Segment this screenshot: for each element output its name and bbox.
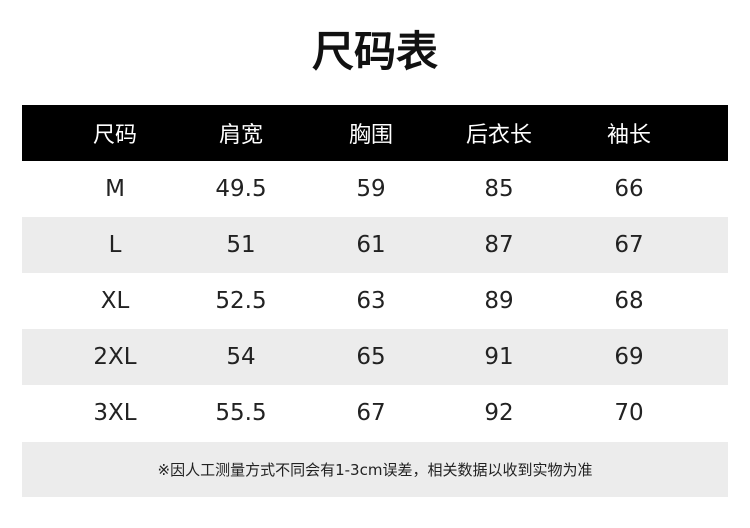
table-cell: 87 [484, 232, 514, 258]
table-cell: L [108, 232, 122, 258]
column-header: 后衣长 [465, 123, 533, 148]
table-cell: XL [100, 288, 130, 314]
table-cell: 2XL [93, 344, 137, 370]
size-table: 尺码 肩宽 胸围 后衣长 袖长 M 49.5 59 85 66 L 51 61 87 67 XL 52.5 63 8… [22, 105, 728, 441]
table-cell: 63 [356, 288, 386, 314]
table-cell: 68 [614, 288, 644, 314]
table-cell: 85 [484, 176, 514, 202]
table-cell: 61 [356, 232, 386, 258]
table-cell: 51 [226, 232, 256, 258]
table-cell: 66 [614, 176, 644, 202]
table-cell: 59 [356, 176, 386, 202]
footnote: ※因人工测量方式不同会有1-3cm误差，相关数据以收到实物为准 [22, 442, 728, 497]
page-title: 尺码表 [311, 27, 438, 76]
table-cell: 70 [614, 400, 644, 426]
table-cell: 52.5 [215, 288, 267, 314]
table-cell: M [105, 176, 125, 202]
column-header: 胸围 [348, 123, 394, 148]
header-row: 尺码 肩宽 胸围 后衣长 袖长 [22, 105, 728, 161]
table-row: XL 52.5 63 89 68 [22, 273, 728, 329]
table-cell: 69 [614, 344, 644, 370]
table-cell: 67 [614, 232, 644, 258]
column-header: 袖长 [606, 123, 652, 148]
table-row: 3XL 55.5 67 92 70 [22, 385, 728, 441]
table-cell: 67 [356, 400, 386, 426]
table-row: L 51 61 87 67 [22, 217, 728, 273]
column-header: 尺码 [92, 123, 138, 148]
table-cell: 54 [226, 344, 256, 370]
table-cell: 65 [356, 344, 386, 370]
table-cell: 89 [484, 288, 514, 314]
table-cell: 49.5 [215, 176, 267, 202]
table-row: 2XL 54 65 91 69 [22, 329, 728, 385]
column-header: 肩宽 [218, 123, 264, 148]
table-cell: 55.5 [215, 400, 267, 426]
table-cell: 3XL [93, 400, 137, 426]
table-cell: 92 [484, 400, 514, 426]
table-row: M 49.5 59 85 66 [22, 161, 728, 217]
table-cell: 91 [484, 344, 514, 370]
